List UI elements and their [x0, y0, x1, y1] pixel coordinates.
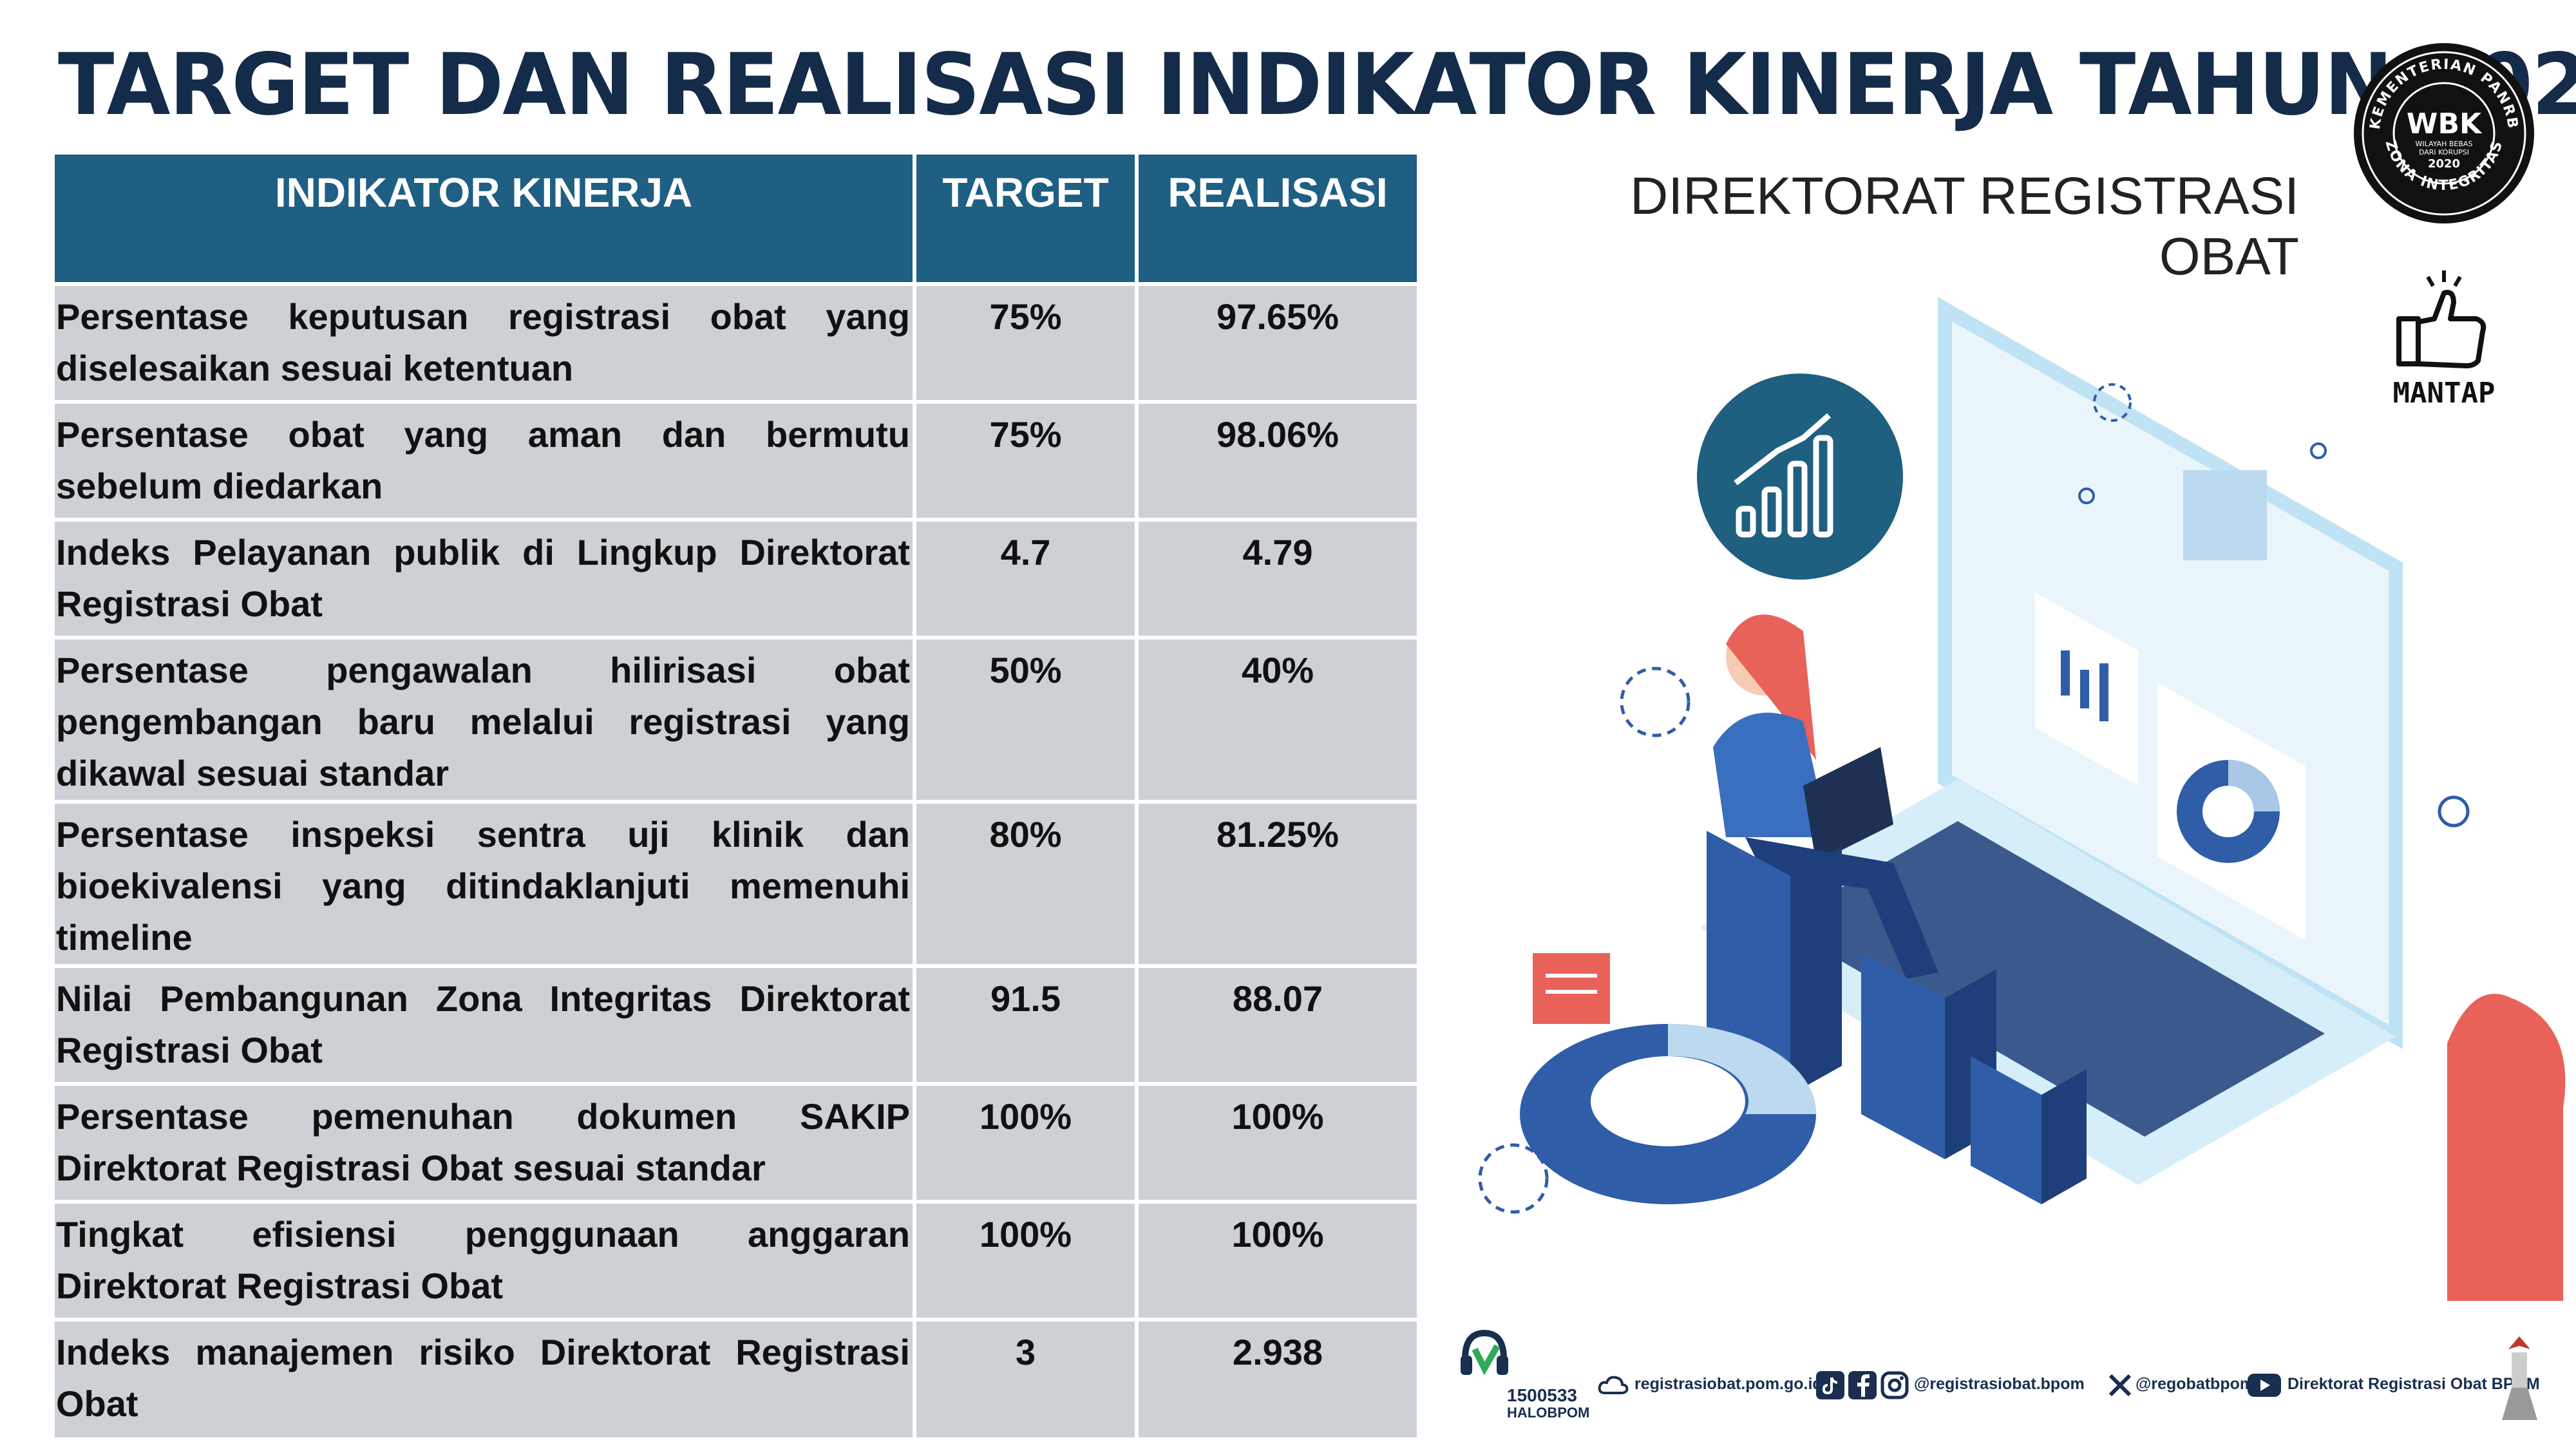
- mantap-logo: MANTAP: [2393, 270, 2496, 410]
- table-row: Nilai Pembangunan Zona Integritas Direkt…: [55, 964, 1417, 1084]
- indikator-cell: Nilai Pembangunan Zona Integritas Direkt…: [55, 964, 916, 1084]
- indikator-cell: Indeks Pelayanan publik di Lingkup Direk…: [55, 518, 916, 638]
- speech-bubble-icon: [2183, 470, 2267, 560]
- table-row: Persentase inspeksi sentra uji klinik da…: [55, 800, 1417, 966]
- laptop-keyboard: [1777, 821, 2325, 1137]
- halo-number: 1500533: [1507, 1385, 1578, 1405]
- indikator-cell: Indeks manajemen risiko Direktorat Regis…: [55, 1318, 916, 1437]
- indikator-cell: Persentase pemenuhan dokumen SAKIP Direk…: [55, 1082, 916, 1202]
- x-handle[interactable]: @regobatbpom: [2136, 1375, 2255, 1393]
- block: [1861, 953, 1945, 1159]
- youtube-channel[interactable]: Direktorat Registrasi Obat BPOM: [2287, 1375, 2540, 1393]
- indikator-cell: Persentase pengawalan hilirisasi obat pe…: [55, 636, 916, 802]
- realisasi-cell: 4.79: [1137, 518, 1417, 638]
- block: [1707, 831, 1790, 1095]
- thumbs-up-icon: [2396, 290, 2486, 368]
- block: [1971, 1056, 2041, 1204]
- table-row: Indeks manajemen risiko Direktorat Regis…: [55, 1318, 1417, 1437]
- kinerja-table: INDIKATOR KINERJA TARGET REALISASI Perse…: [55, 155, 1417, 1437]
- header-indikator: INDIKATOR KINERJA: [55, 155, 916, 284]
- footer-contacts: 1500533 HALOBPOM registrasiobat.pom.go.i…: [1455, 1323, 2563, 1433]
- person-body: [1713, 712, 1829, 837]
- table-row: Persentase obat yang aman dan bermutu se…: [55, 400, 1417, 520]
- target-cell: 80%: [914, 800, 1139, 966]
- phone-headset-icon: [1461, 1329, 1508, 1376]
- realisasi-cell: 2.938: [1137, 1318, 1417, 1437]
- screen-bar: [2061, 650, 2070, 696]
- table-header-row: INDIKATOR KINERJA TARGET REALISASI: [55, 155, 1417, 284]
- decor-circle: [1478, 1143, 1549, 1214]
- person-laptop: [1803, 747, 1893, 863]
- table-row: Persentase pengawalan hilirisasi obat pe…: [55, 636, 1417, 802]
- header-target: TARGET: [914, 155, 1139, 284]
- table-row: Persentase keputusan registrasi obat yan…: [55, 282, 1417, 402]
- indikator-cell: Persentase keputusan registrasi obat yan…: [55, 282, 916, 402]
- target-cell: 100%: [914, 1200, 1139, 1320]
- indikator-cell: Tingkat efisiensi penggunaan anggaran Di…: [55, 1200, 916, 1320]
- tiktok-icon[interactable]: [1816, 1371, 1844, 1399]
- realisasi-cell: 100%: [1137, 1200, 1417, 1320]
- screen-bar: [2099, 663, 2108, 721]
- instagram-icon[interactable]: [1880, 1371, 1909, 1399]
- wbk-year: 2020: [2428, 157, 2460, 171]
- wbk-sub2: DARI KORUPSI: [2419, 148, 2469, 156]
- table-row: Indeks Pelayanan publik di Lingkup Direk…: [55, 518, 1417, 638]
- target-cell: 4.7: [914, 518, 1139, 638]
- youtube-icon[interactable]: [2248, 1374, 2281, 1397]
- target-cell: 75%: [914, 400, 1139, 520]
- garuda-emblem: [2502, 1336, 2537, 1420]
- screen-bar: [2080, 670, 2089, 708]
- person-legs: [1745, 837, 1938, 979]
- wbk-logo: KEMENTERIAN PANRB ZONA INTEGRITAS WBK WI…: [2354, 43, 2534, 223]
- table-row: Tingkat efisiensi penggunaan anggaran Di…: [55, 1200, 1417, 1320]
- realisasi-cell: 88.07: [1137, 964, 1417, 1084]
- indikator-cell: Persentase inspeksi sentra uji klinik da…: [55, 800, 916, 966]
- page-subtitle: DIREKTORAT REGISTRASI OBAT: [1630, 167, 2299, 286]
- halo-label: HALOBPOM: [1507, 1405, 1590, 1421]
- realisasi-cell: 100%: [1137, 1082, 1417, 1202]
- target-cell: 3: [914, 1318, 1139, 1437]
- x-icon[interactable]: [2107, 1372, 2133, 1398]
- instagram-handle[interactable]: @registrasiobat.bpom: [1914, 1375, 2085, 1393]
- speech-bubble-icon: [1533, 953, 1610, 1024]
- website-link[interactable]: registrasiobat.pom.go.id: [1634, 1375, 1823, 1393]
- table-row: Persentase pemenuhan dokumen SAKIP Direk…: [55, 1082, 1417, 1202]
- red-shape: [2447, 994, 2566, 1301]
- facebook-icon[interactable]: [1848, 1371, 1877, 1399]
- target-cell: 91.5: [914, 964, 1139, 1084]
- laptop-illustration: [1478, 297, 2566, 1301]
- wbk-center-text: WBK: [2407, 108, 2483, 140]
- decor-circle: [1620, 667, 1690, 737]
- mantap-text: MANTAP: [2393, 377, 2496, 410]
- target-cell: 75%: [914, 282, 1139, 402]
- page-title: TARGET DAN REALISASI INDIKATOR KINERJA T…: [58, 35, 2576, 135]
- realisasi-cell: 81.25%: [1137, 800, 1417, 966]
- chart-growth-icon: [1697, 374, 1903, 580]
- header-realisasi: REALISASI: [1137, 155, 1417, 284]
- realisasi-cell: 98.06%: [1137, 400, 1417, 520]
- target-cell: 100%: [914, 1082, 1139, 1202]
- realisasi-cell: 40%: [1137, 636, 1417, 802]
- wbk-sub1: WILAYAH BEBAS: [2416, 140, 2473, 148]
- indikator-cell: Persentase obat yang aman dan bermutu se…: [55, 400, 916, 520]
- target-cell: 50%: [914, 636, 1139, 802]
- realisasi-cell: 97.65%: [1137, 282, 1417, 402]
- cloud-icon: [1598, 1376, 1629, 1394]
